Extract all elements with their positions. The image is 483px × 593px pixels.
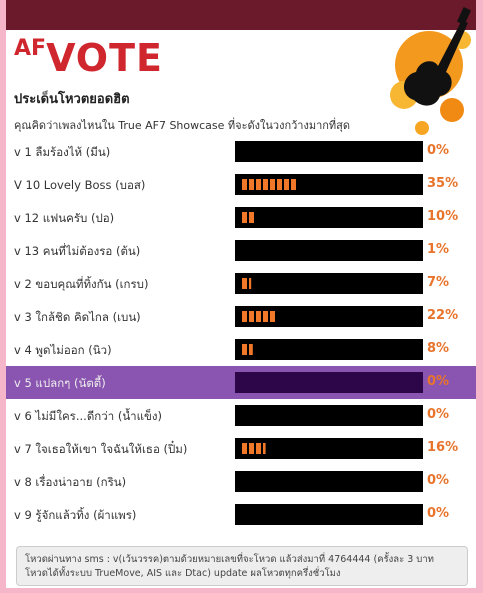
bar-track [235, 471, 423, 492]
bar-track [235, 174, 423, 195]
bar-bg [235, 240, 423, 261]
percent-label: 0% [427, 143, 450, 158]
option-label: v 12 แฟนครับ (ปอ) [14, 211, 115, 225]
bar-bg [235, 438, 423, 459]
option-row: v 6 ไม่มีใคร...ดีกว่า (น้ำแข็ง) 0% [6, 399, 476, 432]
option-label: v 2 ขอบคุณที่ทิ้งกัน (เกรบ) [14, 277, 149, 291]
vote-widget: AFVOTE ประเด็นโหวตยอดฮิต คุณคิดว่าเพลงไห… [6, 0, 476, 588]
option-row: v 8 เรื่องน่าอาย (กริน) 0% [6, 465, 476, 498]
option-row: v 9 รู้จักแล้วทิ้ง (ผ้าแพร) 0% [6, 498, 476, 531]
header-strip [6, 0, 476, 30]
bar-track [235, 207, 423, 228]
option-row: v 2 ขอบคุณที่ทิ้งกัน (เกรบ) 7% [6, 267, 476, 300]
percent-label: 8% [427, 341, 450, 356]
logo: AFVOTE [14, 36, 163, 80]
bar-track [235, 240, 423, 261]
option-row: v 13 คนที่ไม่ต้องรอ (ต้น) 1% [6, 234, 476, 267]
bar-bg [235, 504, 423, 525]
bar-bg [235, 207, 423, 228]
bar-fill [240, 273, 252, 294]
logo-word: VOTE [46, 36, 163, 80]
option-label: v 3 ใกล้ชิด คิดไกล (เบน) [14, 310, 141, 324]
percent-label: 22% [427, 308, 459, 323]
bar-bg [235, 372, 423, 393]
bar-bg [235, 273, 423, 294]
bar-track [235, 438, 423, 459]
bar-bg [235, 141, 423, 162]
percent-label: 0% [427, 374, 450, 389]
bar-fill [240, 438, 266, 459]
bar-track [235, 306, 423, 327]
option-label: v 5 แปลกๆ (นัตตี้) [14, 376, 106, 390]
option-label: v 9 รู้จักแล้วทิ้ง (ผ้าแพร) [14, 508, 137, 522]
option-row: v 4 พูดไม่ออก (นิว) 8% [6, 333, 476, 366]
option-row: V 10 Lovely Boss (บอส) 35% [6, 168, 476, 201]
option-label: v 13 คนที่ไม่ต้องรอ (ต้น) [14, 244, 141, 258]
option-row: v 3 ใกล้ชิด คิดไกล (เบน) 22% [6, 300, 476, 333]
guitar-art [390, 7, 472, 135]
poll-title: ประเด็นโหวตยอดฮิต [14, 92, 130, 107]
percent-label: 0% [427, 506, 450, 521]
footer-note: โหวดผ่านทาง sms : v(เว้นวรรค)ตามด้วยหมาย… [16, 546, 468, 586]
bar-bg [235, 306, 423, 327]
bar-fill [240, 240, 242, 261]
percent-label: 7% [427, 275, 450, 290]
poll-question: คุณคิดว่าเพลงไหนใน True AF7 Showcase ที่… [14, 119, 351, 132]
bar-track [235, 141, 423, 162]
percent-label: 0% [427, 407, 450, 422]
bar-fill [240, 339, 253, 360]
option-label: v 7 ใจเธอให้เขา ใจฉันให้เธอ (ปิ๋ม) [14, 442, 188, 456]
option-label: v 6 ไม่มีใคร...ดีกว่า (น้ำแข็ง) [14, 409, 163, 423]
bar-fill [240, 174, 296, 195]
bar-track [235, 405, 423, 426]
option-row: v 5 แปลกๆ (นัตตี้) 0% [6, 366, 476, 399]
bar-fill [240, 207, 256, 228]
percent-label: 10% [427, 209, 459, 224]
option-label: v 4 พูดไม่ออก (นิว) [14, 343, 112, 357]
bar-track [235, 273, 423, 294]
percent-label: 35% [427, 176, 459, 191]
percent-label: 1% [427, 242, 450, 257]
option-label: v 1 ลืมร้องไห้ (มีน) [14, 145, 111, 159]
option-row: v 1 ลืมร้องไห้ (มีน) 0% [6, 135, 476, 168]
bar-bg [235, 339, 423, 360]
logo-prefix: AF [14, 36, 47, 61]
option-row: v 7 ใจเธอให้เขา ใจฉันให้เธอ (ปิ๋ม) 16% [6, 432, 476, 465]
bar-track [235, 339, 423, 360]
option-label: v 8 เรื่องน่าอาย (กริน) [14, 475, 127, 489]
bar-track [235, 372, 423, 393]
percent-label: 0% [427, 473, 450, 488]
option-row: v 12 แฟนครับ (ปอ) 10% [6, 201, 476, 234]
bar-bg [235, 405, 423, 426]
option-label: V 10 Lovely Boss (บอส) [14, 178, 146, 192]
percent-label: 16% [427, 440, 459, 455]
bar-bg [235, 471, 423, 492]
bar-fill [240, 306, 276, 327]
bar-track [235, 504, 423, 525]
